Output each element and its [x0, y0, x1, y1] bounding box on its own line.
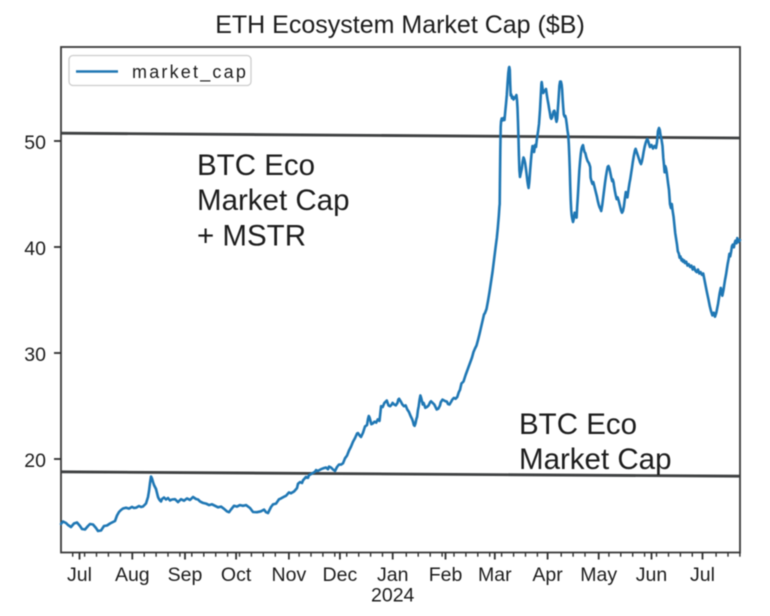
svg-text:+ MSTR: + MSTR	[197, 220, 306, 253]
svg-text:40: 40	[24, 238, 46, 260]
svg-text:Market Cap: Market Cap	[197, 184, 349, 217]
svg-text:Oct: Oct	[221, 564, 252, 586]
svg-text:Dec: Dec	[323, 564, 358, 586]
svg-text:Jan: Jan	[377, 564, 408, 586]
svg-text:50: 50	[24, 132, 46, 154]
svg-text:Apr: Apr	[532, 564, 563, 586]
svg-text:30: 30	[24, 344, 46, 366]
svg-text:Feb: Feb	[429, 564, 463, 586]
svg-text:2024: 2024	[371, 585, 415, 607]
svg-text:BTC Eco: BTC Eco	[197, 149, 315, 182]
svg-text:ETH Ecosystem Market Cap ($B): ETH Ecosystem Market Cap ($B)	[215, 11, 585, 39]
svg-text:Sep: Sep	[168, 564, 203, 586]
svg-text:market_cap: market_cap	[132, 62, 248, 83]
svg-text:BTC Eco: BTC Eco	[519, 408, 637, 441]
svg-text:20: 20	[24, 450, 46, 472]
svg-text:Jul: Jul	[690, 564, 715, 586]
svg-text:Market Cap: Market Cap	[519, 443, 671, 476]
svg-text:Nov: Nov	[272, 564, 307, 586]
svg-text:Aug: Aug	[115, 564, 150, 586]
svg-text:Jul: Jul	[67, 564, 92, 586]
svg-text:May: May	[580, 564, 617, 586]
svg-text:Jun: Jun	[636, 564, 667, 586]
svg-text:Mar: Mar	[478, 564, 512, 586]
